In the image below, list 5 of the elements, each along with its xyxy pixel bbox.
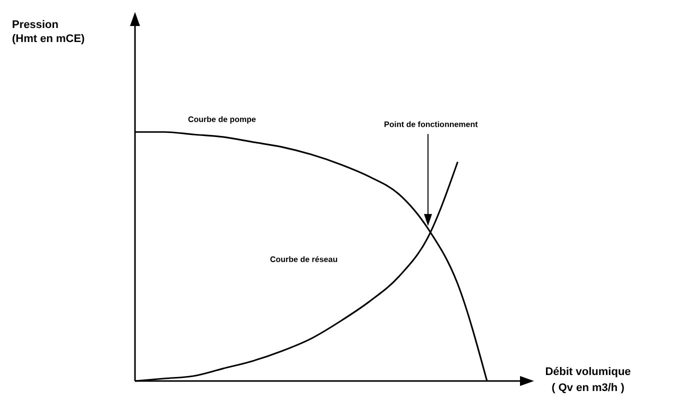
text: Point de fonctionnement (384, 120, 478, 129)
text: Pression (Hmt en mCE) (12, 19, 86, 45)
annotation: Courbe de réseau (270, 255, 338, 264)
text: Courbe de pompe (188, 115, 257, 124)
x-axis-title: Débit volumique ( Qv en m3/h ) (545, 366, 631, 394)
